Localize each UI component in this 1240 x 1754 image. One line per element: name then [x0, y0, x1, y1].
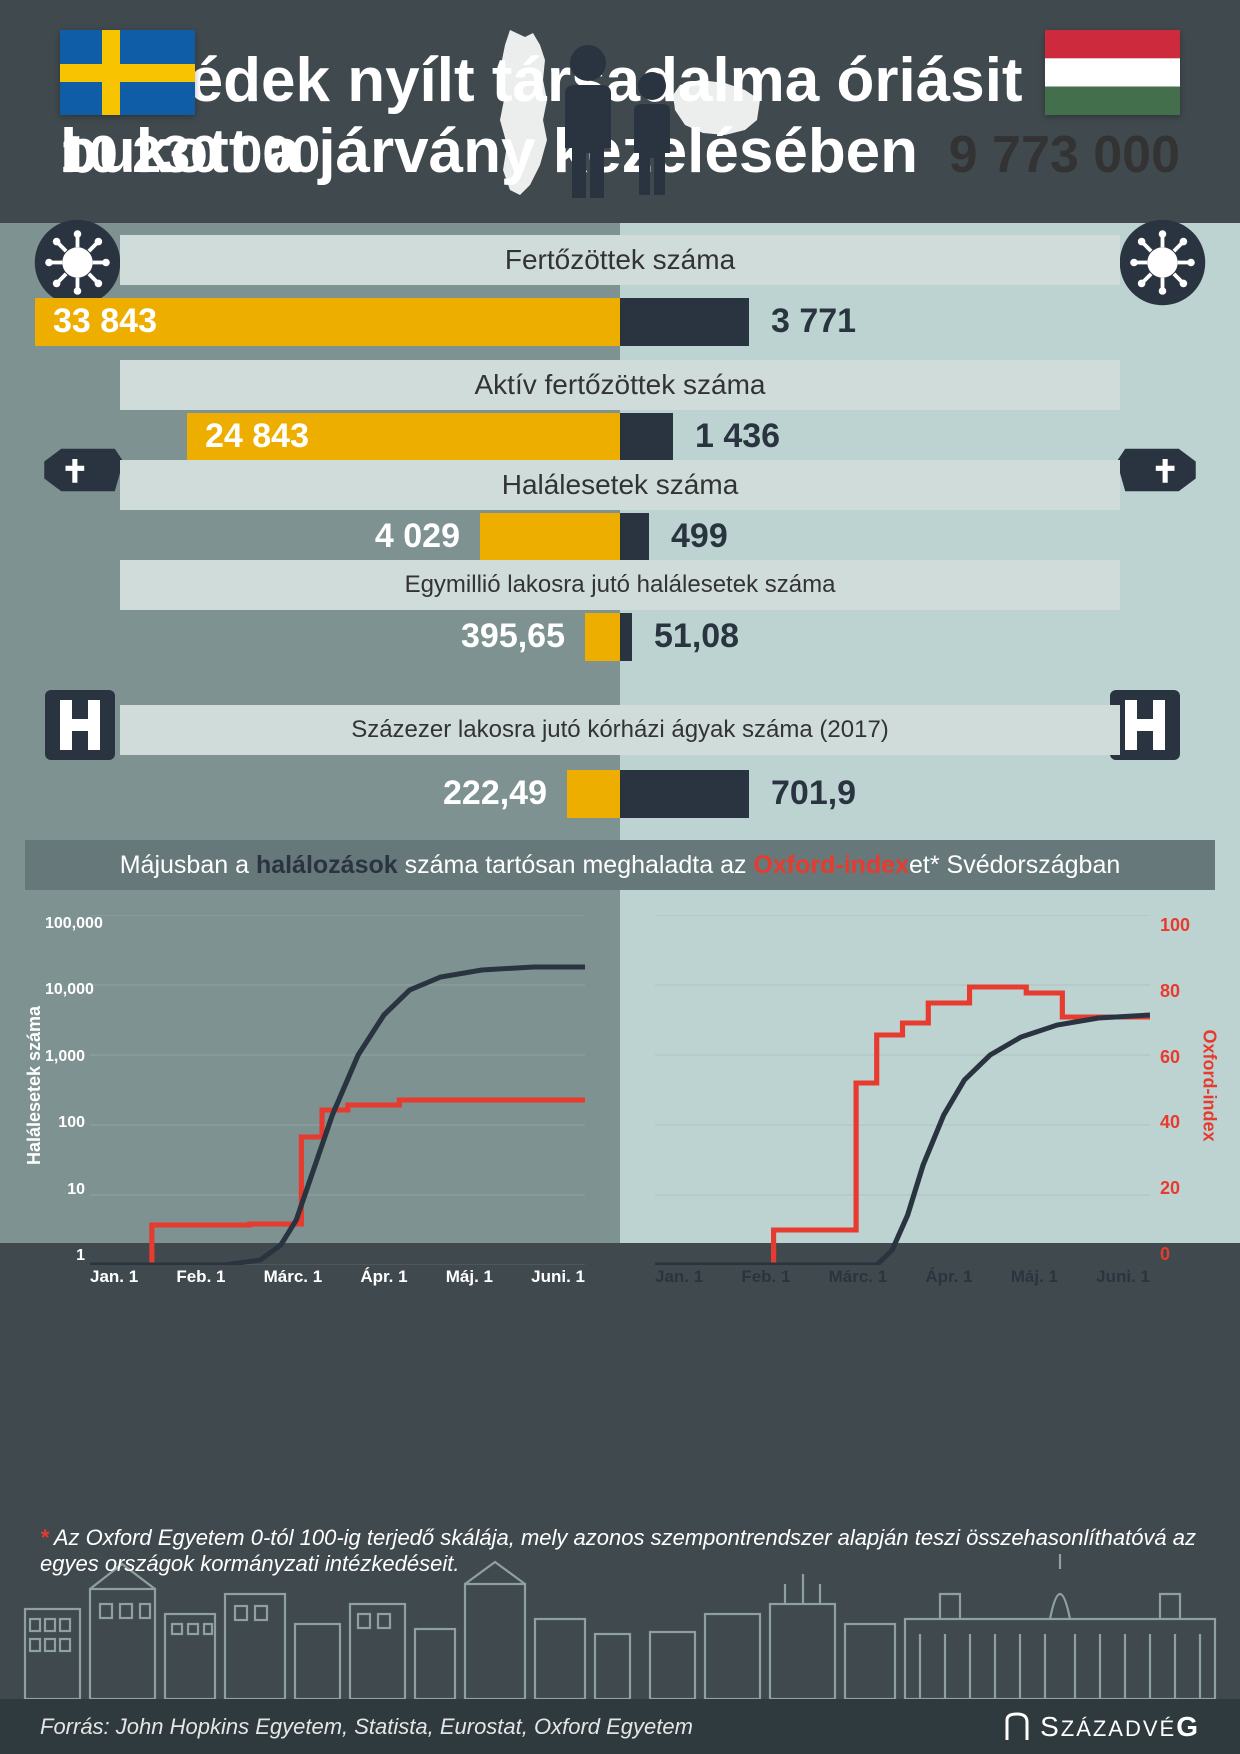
y-axis-label: Oxford-index [1198, 1029, 1219, 1141]
metric-label: Százezer lakosra jutó kórházi ágyak szám… [120, 705, 1120, 755]
y-axis-ticks: 100806040200 [1160, 915, 1190, 1265]
hungary-bar [620, 413, 673, 461]
footnote: * Az Oxford Egyetem 0-tól 100-ig terjedő… [40, 1525, 1200, 1577]
sweden-value: 222,49 [443, 774, 557, 813]
chart-title-strip: Májusban a halálozások száma tartósan me… [25, 840, 1215, 890]
hungary-value: 499 [661, 517, 728, 556]
virus-icon [30, 215, 125, 310]
charts-row: Halálesetek száma 100,00010,0001,0001001… [0, 905, 1240, 1315]
metric-bar-row: 222,49 701,9 [0, 770, 1240, 818]
sweden-chart: Halálesetek száma 100,00010,0001,0001001… [0, 905, 620, 1315]
sweden-bar [585, 613, 620, 661]
metric-bar-row: 24 843 1 436 [0, 413, 1240, 461]
hungary-flag-icon [1045, 30, 1180, 115]
hungary-bar [620, 513, 649, 561]
credits-bar: Forrás: John Hopkins Egyetem, Statista, … [0, 1699, 1240, 1754]
virus-icon [1115, 215, 1210, 310]
hungary-bar [620, 613, 632, 661]
metric-bar-row: 33 843 3 771 [0, 298, 1240, 346]
y-axis-label: Halálesetek száma [24, 1006, 45, 1165]
sweden-bar [567, 770, 620, 818]
sweden-value: 395,65 [461, 617, 575, 656]
hungary-population: 9 773 000 [949, 125, 1180, 185]
sweden-value: 24 843 [187, 417, 620, 456]
hungary-value: 51,08 [644, 617, 739, 656]
sweden-bar [480, 513, 620, 561]
hungary-chart: Oxford-index 100806040200 Jan. 1Feb. 1Má… [620, 905, 1240, 1315]
metric-label: Fertőzöttek száma [120, 235, 1120, 285]
sweden-flag-icon [60, 30, 195, 115]
hungary-bar [620, 770, 749, 818]
sweden-value: 33 843 [35, 302, 620, 341]
metric-label: Halálesetek száma [120, 460, 1120, 510]
metric-label: Egymillió lakosra jutó halálesetek száma [120, 560, 1120, 610]
y-axis-ticks: 100,00010,0001,000100101 [45, 915, 85, 1265]
hungary-value: 3 771 [761, 302, 856, 341]
sweden-value: 4 029 [375, 517, 470, 556]
chart-plot [655, 915, 1150, 1265]
strip-text: Májusban a halálozások száma tartósan me… [120, 851, 1121, 880]
x-axis-ticks: Jan. 1Feb. 1Márc. 1Ápr. 1Máj. 1Juni. 1 [90, 1267, 585, 1287]
center-illustration [475, 25, 765, 205]
chart-plot [90, 915, 585, 1265]
hungary-bar [620, 298, 749, 346]
hungary-value: 701,9 [761, 774, 856, 813]
comparison-panel: 10 230 000 9 773 000 [0, 223, 1240, 1243]
sweden-population: 10 230 000 [60, 125, 320, 185]
hungary-value: 1 436 [685, 417, 780, 456]
metric-label: Aktív fertőzöttek száma [120, 360, 1120, 410]
metric-bar-row: 4 029 499 [0, 513, 1240, 561]
brand-logo: SZÁZADVÉG [1004, 1711, 1200, 1743]
source-text: Forrás: John Hopkins Egyetem, Statista, … [40, 1714, 693, 1740]
metric-bar-row: 395,65 51,08 [0, 613, 1240, 661]
x-axis-ticks: Jan. 1Feb. 1Márc. 1Ápr. 1Máj. 1Juni. 1 [655, 1267, 1150, 1287]
